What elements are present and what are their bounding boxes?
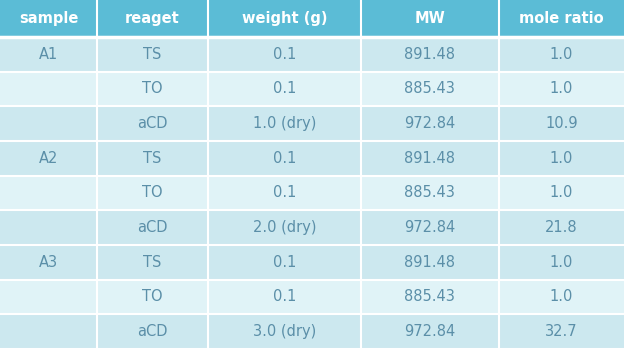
Bar bbox=[499, 280, 624, 314]
Bar bbox=[361, 141, 499, 176]
Bar bbox=[208, 106, 361, 141]
Text: aCD: aCD bbox=[137, 220, 168, 235]
Bar bbox=[97, 176, 208, 210]
Bar bbox=[97, 280, 208, 314]
Bar bbox=[0, 72, 97, 106]
Bar bbox=[499, 37, 624, 72]
Text: TS: TS bbox=[144, 151, 162, 166]
Text: 10.9: 10.9 bbox=[545, 116, 578, 131]
Bar bbox=[0, 0, 97, 37]
Text: 891.48: 891.48 bbox=[404, 255, 456, 270]
Bar bbox=[208, 314, 361, 349]
Bar bbox=[97, 141, 208, 176]
Bar bbox=[499, 141, 624, 176]
Text: MW: MW bbox=[414, 11, 446, 26]
Bar bbox=[97, 245, 208, 280]
Text: aCD: aCD bbox=[137, 116, 168, 131]
Text: 972.84: 972.84 bbox=[404, 220, 456, 235]
Bar bbox=[208, 0, 361, 37]
Bar bbox=[97, 0, 208, 37]
Text: 1.0: 1.0 bbox=[550, 47, 573, 62]
Text: sample: sample bbox=[19, 11, 78, 26]
Bar bbox=[361, 245, 499, 280]
Text: 21.8: 21.8 bbox=[545, 220, 578, 235]
Text: 972.84: 972.84 bbox=[404, 324, 456, 339]
Text: 32.7: 32.7 bbox=[545, 324, 578, 339]
Text: aCD: aCD bbox=[137, 324, 168, 339]
Bar bbox=[499, 0, 624, 37]
Bar bbox=[361, 280, 499, 314]
Bar bbox=[361, 176, 499, 210]
Bar bbox=[0, 176, 97, 210]
Text: 1.0: 1.0 bbox=[550, 81, 573, 96]
Bar bbox=[361, 72, 499, 106]
Bar bbox=[499, 314, 624, 349]
Bar bbox=[0, 141, 97, 176]
Bar bbox=[208, 141, 361, 176]
Bar bbox=[208, 72, 361, 106]
Text: mole ratio: mole ratio bbox=[519, 11, 604, 26]
Text: TS: TS bbox=[144, 47, 162, 62]
Text: 0.1: 0.1 bbox=[273, 255, 296, 270]
Bar bbox=[97, 72, 208, 106]
Bar bbox=[97, 210, 208, 245]
Bar bbox=[361, 314, 499, 349]
Text: TS: TS bbox=[144, 255, 162, 270]
Text: 3.0 (dry): 3.0 (dry) bbox=[253, 324, 316, 339]
Bar bbox=[208, 37, 361, 72]
Text: TO: TO bbox=[142, 289, 163, 304]
Bar bbox=[0, 245, 97, 280]
Bar bbox=[0, 37, 97, 72]
Text: TO: TO bbox=[142, 185, 163, 200]
Bar bbox=[361, 0, 499, 37]
Text: 1.0: 1.0 bbox=[550, 185, 573, 200]
Text: 1.0: 1.0 bbox=[550, 151, 573, 166]
Bar bbox=[0, 210, 97, 245]
Bar bbox=[0, 314, 97, 349]
Bar bbox=[208, 176, 361, 210]
Text: 891.48: 891.48 bbox=[404, 151, 456, 166]
Text: 1.0: 1.0 bbox=[550, 289, 573, 304]
Bar bbox=[499, 245, 624, 280]
Bar bbox=[0, 106, 97, 141]
Text: 885.43: 885.43 bbox=[404, 81, 456, 96]
Text: 891.48: 891.48 bbox=[404, 47, 456, 62]
Text: A3: A3 bbox=[39, 255, 58, 270]
Text: 885.43: 885.43 bbox=[404, 185, 456, 200]
Text: 2.0 (dry): 2.0 (dry) bbox=[253, 220, 316, 235]
Bar bbox=[499, 176, 624, 210]
Bar bbox=[97, 106, 208, 141]
Text: 0.1: 0.1 bbox=[273, 185, 296, 200]
Text: 972.84: 972.84 bbox=[404, 116, 456, 131]
Text: 885.43: 885.43 bbox=[404, 289, 456, 304]
Text: weight (g): weight (g) bbox=[241, 11, 327, 26]
Text: 1.0: 1.0 bbox=[550, 255, 573, 270]
Bar bbox=[97, 314, 208, 349]
Text: 0.1: 0.1 bbox=[273, 151, 296, 166]
Text: 0.1: 0.1 bbox=[273, 289, 296, 304]
Bar bbox=[208, 210, 361, 245]
Bar bbox=[361, 210, 499, 245]
Bar bbox=[0, 280, 97, 314]
Text: reaget: reaget bbox=[125, 11, 180, 26]
Text: A1: A1 bbox=[39, 47, 58, 62]
Text: 0.1: 0.1 bbox=[273, 47, 296, 62]
Text: TO: TO bbox=[142, 81, 163, 96]
Bar bbox=[208, 280, 361, 314]
Bar bbox=[97, 37, 208, 72]
Bar bbox=[361, 37, 499, 72]
Text: 1.0 (dry): 1.0 (dry) bbox=[253, 116, 316, 131]
Text: 0.1: 0.1 bbox=[273, 81, 296, 96]
Bar bbox=[499, 210, 624, 245]
Bar bbox=[208, 245, 361, 280]
Bar bbox=[499, 106, 624, 141]
Text: A2: A2 bbox=[39, 151, 58, 166]
Bar bbox=[499, 72, 624, 106]
Bar bbox=[361, 106, 499, 141]
